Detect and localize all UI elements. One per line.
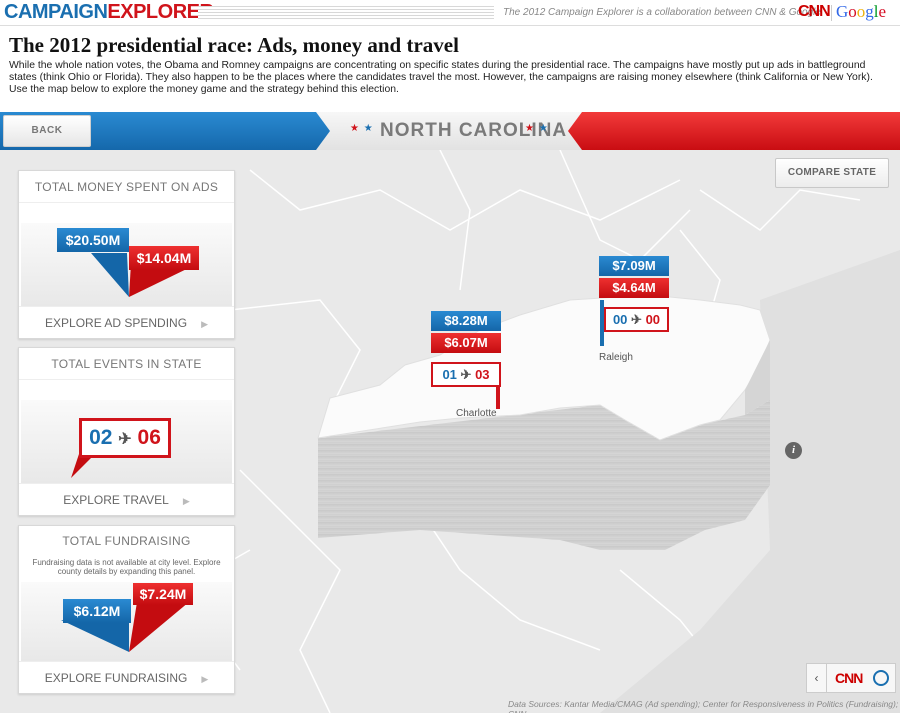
- fundraising-note: Fundraising data is not available at cit…: [32, 558, 221, 576]
- explore-ad-spending-label: EXPLORE AD SPENDING: [45, 316, 188, 330]
- explore-travel-link[interactable]: EXPLORE TRAVEL ▶: [19, 483, 234, 515]
- explore-travel-label: EXPLORE TRAVEL: [63, 493, 169, 507]
- logo-divider: [831, 5, 832, 21]
- events-dem-value: 02: [89, 426, 113, 449]
- page-title: The 2012 presidential race: Ads, money a…: [9, 33, 459, 57]
- ads-dem-value: $20.50M: [57, 228, 129, 252]
- raleigh-rep-events: 00: [645, 312, 661, 327]
- explore-fundraising-label: EXPLORE FUNDRAISING: [44, 671, 188, 685]
- charlotte-label: Charlotte: [456, 408, 497, 419]
- stars-right: ★ ★: [525, 123, 549, 134]
- ads-panel-title: TOTAL MONEY SPENT ON ADS: [19, 171, 234, 203]
- state-name: NORTH CAROLINA: [380, 120, 568, 141]
- fundraising-pointer-shapes: [61, 602, 189, 652]
- fundraising-rep-value: $7.24M: [133, 583, 193, 605]
- ads-rep-value: $14.04M: [129, 246, 199, 270]
- plane-icon: ✈: [460, 367, 472, 382]
- raleigh-label: Raleigh: [599, 352, 633, 363]
- footer-logo-bar: ‹ CNN: [806, 663, 896, 693]
- google-chrome-icon[interactable]: [873, 670, 889, 686]
- info-icon[interactable]: i: [785, 442, 802, 459]
- data-sources: Data Sources: Kantar Media/CMAG (Ad spen…: [508, 699, 899, 713]
- raleigh-events-box[interactable]: 00 ✈ 00: [604, 307, 669, 332]
- events-panel-title: TOTAL EVENTS IN STATE: [19, 348, 234, 380]
- charlotte-rep-events: 03: [475, 367, 490, 382]
- top-bar: CAMPAIGNEXPLORER The 2012 Campaign Explo…: [0, 0, 900, 26]
- campaign-explorer-logo[interactable]: CAMPAIGNEXPLORER: [4, 1, 214, 24]
- events-panel: TOTAL EVENTS IN STATE 02 ✈ 06 EXPLORE TR…: [18, 347, 235, 516]
- explore-ad-spending-link[interactable]: EXPLORE AD SPENDING ▶: [19, 306, 234, 338]
- collaboration-text: The 2012 Campaign Explorer is a collabor…: [503, 7, 821, 18]
- raleigh-rep-ads-tag[interactable]: $4.64M: [599, 278, 669, 298]
- brand-part-2: EXPLORER: [107, 1, 214, 23]
- explore-fundraising-link[interactable]: EXPLORE FUNDRAISING ▶: [19, 661, 234, 693]
- chevron-right-icon: ▶: [182, 496, 190, 506]
- coast-wall: [745, 340, 770, 415]
- charlotte-pin: [496, 387, 500, 409]
- footer-cnn-logo[interactable]: CNN: [835, 670, 863, 686]
- ads-panel: TOTAL MONEY SPENT ON ADS $20.50M $14.04M…: [18, 170, 235, 339]
- fundraising-dem-value: $6.12M: [63, 599, 131, 623]
- fundraising-panel-title: TOTAL FUNDRAISING: [62, 534, 191, 548]
- brand-part-1: CAMPAIGN: [4, 1, 108, 23]
- raleigh-dem-events: 00: [612, 312, 628, 327]
- chevron-right-icon: ▶: [201, 319, 208, 329]
- ads-pointer-shapes: [91, 253, 199, 297]
- events-counter: 02 ✈ 06: [79, 418, 171, 458]
- fundraising-graphic: [21, 582, 232, 662]
- fundraising-panel: TOTAL FUNDRAISING Fundraising data is no…: [18, 525, 235, 694]
- google-logo[interactable]: Google: [836, 2, 887, 21]
- state-extrusion-wall: [318, 400, 770, 550]
- events-rep-value: 06: [137, 426, 161, 449]
- plane-icon: ✈: [631, 312, 642, 327]
- raleigh-dem-ads-tag[interactable]: $7.09M: [599, 256, 669, 276]
- intro-paragraph: While the whole nation votes, the Obama …: [9, 60, 873, 95]
- charlotte-dem-ads-tag[interactable]: $8.28M: [431, 311, 501, 331]
- compare-state-button[interactable]: COMPARE STATE: [775, 158, 889, 188]
- plane-icon: ✈: [118, 431, 132, 448]
- chevron-right-icon: ▶: [201, 674, 209, 684]
- charlotte-dem-events: 01: [442, 367, 457, 382]
- charlotte-events-box[interactable]: 01 ✈ 03: [431, 362, 501, 387]
- stars-left: ★ ★: [350, 123, 374, 134]
- ocean-shading: [600, 250, 900, 713]
- back-button[interactable]: BACK: [3, 115, 91, 147]
- raleigh-pin: [600, 300, 604, 346]
- header-stripes: [198, 6, 494, 20]
- cnn-logo[interactable]: CNN: [798, 3, 831, 20]
- charlotte-rep-ads-tag[interactable]: $6.07M: [431, 333, 501, 353]
- prev-arrow-icon[interactable]: ‹: [807, 664, 827, 692]
- republican-band: [568, 112, 900, 150]
